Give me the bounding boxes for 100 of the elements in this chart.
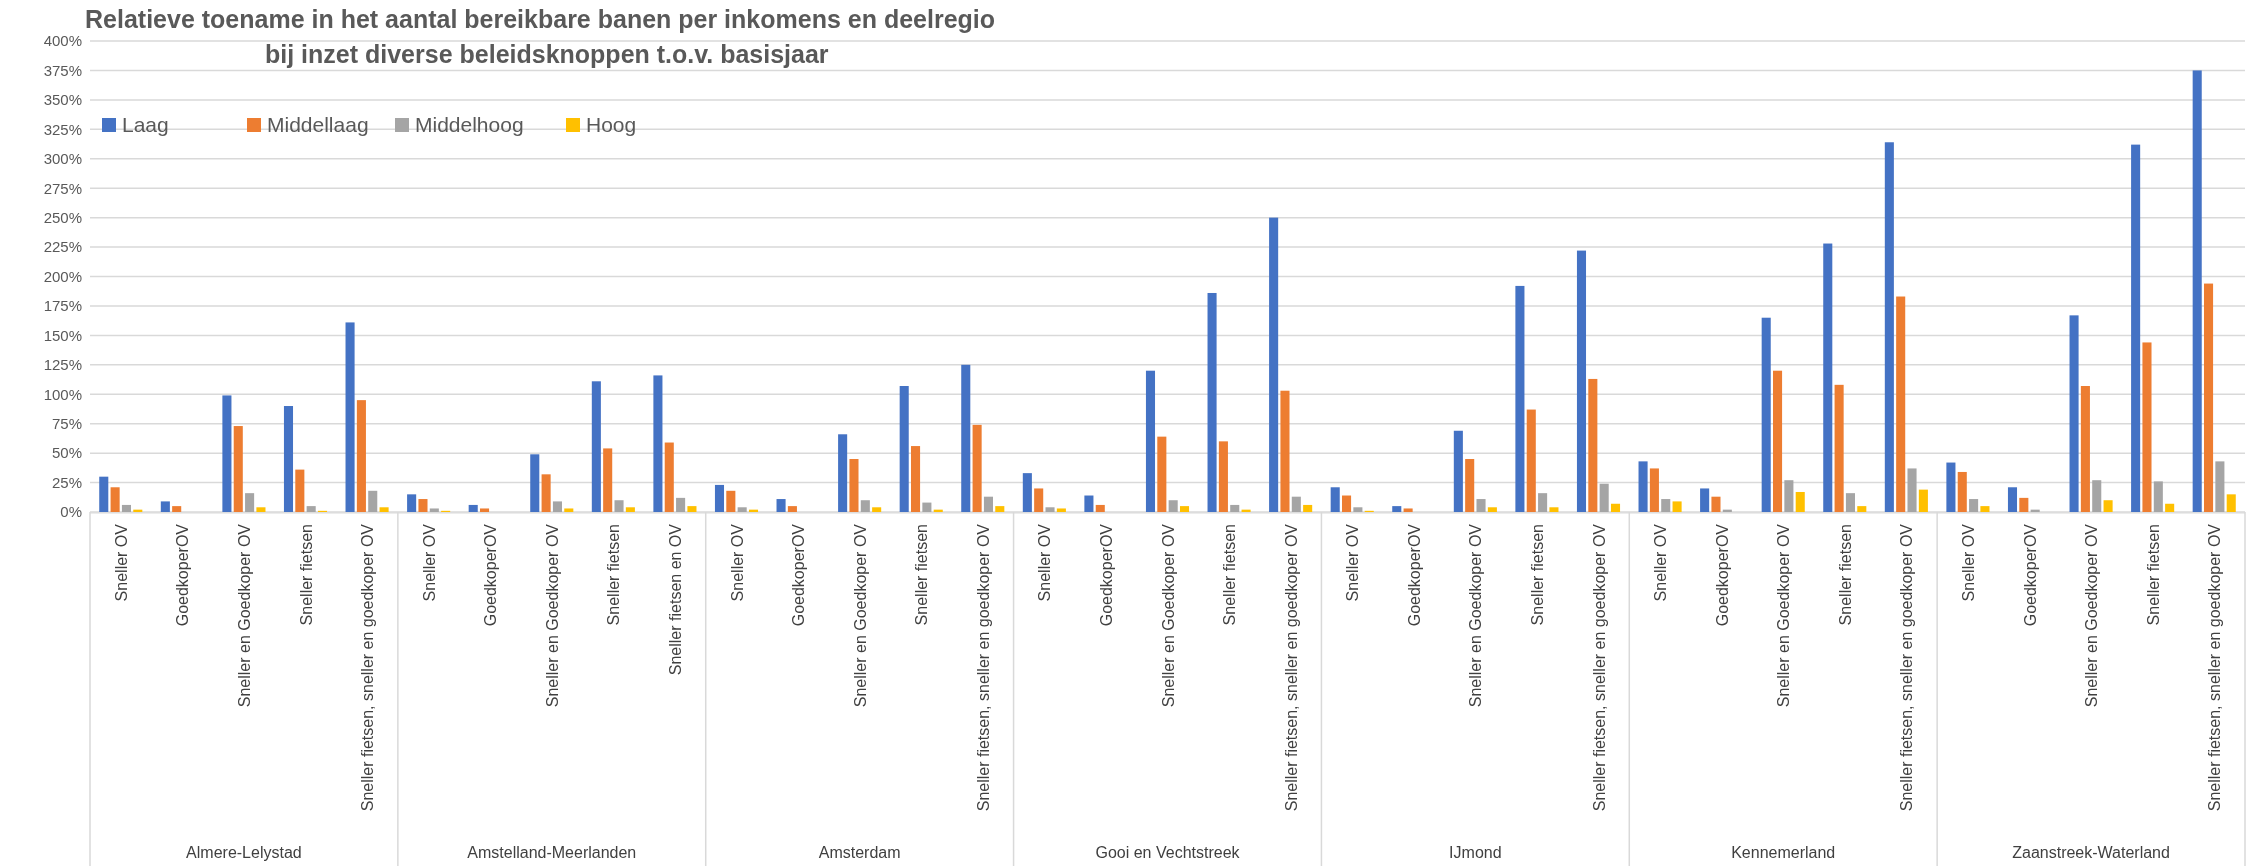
x-tick-label: Sneller fietsen, sneller en goedkoper OV [974, 523, 992, 812]
bar [1588, 378, 1598, 512]
x-tick-label: Sneller fietsen, sneller en goedkoper OV [1282, 523, 1300, 812]
bar [2131, 144, 2141, 512]
x-tick-label: GoedkoperOV [1097, 523, 1115, 627]
bar [1700, 488, 1710, 512]
bar [1907, 468, 1917, 512]
bar [872, 507, 882, 512]
bar [1576, 250, 1587, 512]
x-tick-label: GoedkoperOV [174, 523, 192, 627]
bar [1638, 461, 1648, 512]
bar [1392, 506, 1402, 512]
bar [860, 500, 870, 512]
bar [653, 375, 663, 512]
bar [838, 434, 848, 512]
bar [1168, 500, 1178, 512]
x-tick-label: GoedkoperOV [1405, 523, 1423, 627]
x-tick-label: Sneller OV [1959, 523, 1977, 602]
y-tick-label: 275% [43, 179, 82, 197]
x-tick-label: Sneller fietsen en OV [666, 523, 684, 676]
y-tick-label: 375% [43, 61, 82, 79]
bar [1465, 459, 1475, 512]
y-tick-label: 125% [43, 356, 82, 374]
bar [1711, 496, 1721, 512]
bar [2192, 70, 2202, 512]
y-tick-label: 300% [43, 150, 82, 168]
y-tick-label: 175% [43, 297, 82, 315]
bar [1157, 436, 1167, 512]
y-tick-label: 25% [51, 473, 82, 491]
bar [1599, 483, 1609, 512]
y-tick-label: 400% [43, 32, 82, 50]
bar [1795, 491, 1805, 512]
bar [1022, 473, 1032, 512]
text: Gooi en Vechtstreek [1095, 844, 1241, 861]
bar [1823, 243, 1833, 512]
bar [368, 490, 378, 512]
bar [911, 446, 921, 512]
bar [1280, 390, 1290, 512]
bar [1179, 506, 1190, 512]
bar [245, 493, 255, 512]
x-tick-label: Sneller en Goedkoper OV [1159, 523, 1177, 708]
text: Almere-Lelystad [186, 844, 302, 861]
bar [1672, 501, 1682, 512]
bar [283, 406, 294, 512]
bar [1330, 487, 1340, 512]
x-tick-label: Sneller OV [420, 523, 438, 602]
bar [776, 499, 786, 512]
bar [787, 506, 797, 512]
bar [1610, 503, 1621, 512]
bar [899, 386, 909, 512]
y-tick-label: 150% [43, 326, 82, 344]
bar [1969, 499, 1979, 512]
x-tick-label: GoedkoperOV [790, 523, 808, 627]
bar [530, 454, 540, 512]
bar [1095, 504, 1105, 512]
bar [541, 474, 551, 512]
bar [468, 504, 478, 512]
bar [2165, 503, 2175, 512]
y-tick-label: 100% [43, 385, 82, 403]
bar [961, 364, 971, 512]
x-tick-label: Sneller en Goedkoper OV [543, 523, 561, 708]
x-tick-label: Sneller fietsen, sneller en goedkoper OV [1898, 523, 1916, 812]
bar [2007, 487, 2018, 512]
bar [1291, 496, 1301, 512]
bar [160, 501, 170, 512]
bar [345, 322, 355, 512]
bar [1538, 493, 1548, 512]
x-tick-label: Sneller en Goedkoper OV [1775, 523, 1793, 708]
bar [972, 424, 982, 512]
x-tick-label: Sneller fietsen, sneller en goedkoper OV [2206, 523, 2224, 812]
bar [356, 400, 366, 512]
bar [1918, 489, 1928, 512]
bar [306, 506, 316, 512]
legend-label: Hoog [586, 113, 637, 136]
y-tick-label: 0% [60, 503, 82, 521]
x-tick-label: GoedkoperOV [482, 523, 500, 627]
bar [1661, 499, 1671, 512]
bar [2103, 500, 2113, 512]
bar [222, 395, 232, 512]
x-tick-label: Sneller en Goedkoper OV [2083, 523, 2101, 708]
bar [99, 476, 109, 512]
bar [625, 507, 635, 512]
bar [1549, 507, 1559, 512]
bar [714, 484, 725, 512]
bar [1145, 370, 1156, 512]
bar [614, 500, 624, 512]
x-tick-label: Sneller OV [1344, 523, 1362, 602]
bar [1845, 493, 1855, 512]
bar [1218, 441, 1228, 512]
y-tick-label: 325% [43, 120, 82, 138]
bar [2069, 315, 2079, 512]
bar [480, 508, 490, 512]
bar [1045, 507, 1055, 512]
bar [172, 506, 182, 512]
y-tick-label: 50% [51, 444, 82, 462]
bar [1773, 370, 1783, 512]
x-tick-label: Sneller OV [1036, 523, 1054, 602]
bar [737, 507, 747, 512]
bar [1896, 296, 1906, 512]
y-tick-label: 75% [51, 414, 82, 432]
